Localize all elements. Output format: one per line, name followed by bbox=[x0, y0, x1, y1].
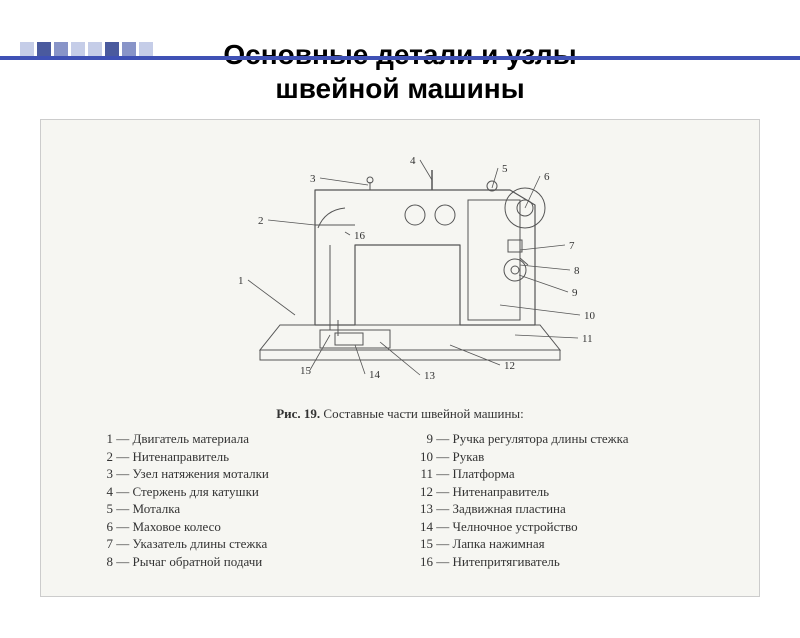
legend-item: 10 — Рукав bbox=[415, 448, 705, 466]
callout-number: 7 bbox=[569, 240, 575, 252]
callout-number: 5 bbox=[502, 163, 508, 175]
legend-item: 1 — Двигатель материала bbox=[95, 430, 385, 448]
caption-text: Составные части швейной машины: bbox=[320, 406, 524, 421]
callout-number: 14 bbox=[369, 369, 381, 381]
legend-item: 2 — Нитенаправитель bbox=[95, 448, 385, 466]
figure-panel: 12345678910111213141516 Рис. 19. Составн… bbox=[40, 119, 760, 597]
figure-caption: Рис. 19. Составные части швейной машины: bbox=[55, 406, 745, 422]
callout-number: 16 bbox=[354, 230, 366, 242]
diagram-container: 12345678910111213141516 bbox=[55, 130, 745, 400]
border-squares bbox=[20, 42, 153, 56]
callout-number: 8 bbox=[574, 265, 580, 277]
legend: 1 — Двигатель материала2 — Нитенаправите… bbox=[55, 430, 745, 570]
legend-item: 13 — Задвижная пластина bbox=[415, 500, 705, 518]
caption-prefix: Рис. 19. bbox=[276, 406, 320, 421]
slide-border-decoration bbox=[0, 38, 800, 68]
title-line-2: швейной машины bbox=[275, 73, 524, 104]
legend-item: 7 — Указатель длины стежка bbox=[95, 535, 385, 553]
callout-number: 11 bbox=[582, 333, 593, 345]
legend-column-left: 1 — Двигатель материала2 — Нитенаправите… bbox=[95, 430, 385, 570]
callout-number: 12 bbox=[504, 360, 515, 372]
legend-item: 5 — Моталка bbox=[95, 500, 385, 518]
border-bar bbox=[0, 56, 800, 60]
legend-item: 9 — Ручка регулятора длины стежка bbox=[415, 430, 705, 448]
callout-number: 9 bbox=[572, 287, 578, 299]
legend-column-right: 9 — Ручка регулятора длины стежка10 — Ру… bbox=[415, 430, 705, 570]
legend-item: 16 — Нитепритягиватель bbox=[415, 553, 705, 571]
callout-number: 6 bbox=[544, 171, 550, 183]
callout-number: 10 bbox=[584, 310, 596, 322]
legend-item: 6 — Маховое колесо bbox=[95, 518, 385, 536]
legend-item: 11 — Платформа bbox=[415, 465, 705, 483]
callout-number: 1 bbox=[238, 275, 244, 287]
legend-item: 8 — Рычаг обратной подачи bbox=[95, 553, 385, 571]
callout-number: 15 bbox=[300, 365, 312, 377]
legend-item: 15 — Лапка нажимная bbox=[415, 535, 705, 553]
callout-number: 3 bbox=[310, 173, 316, 185]
callout-number: 2 bbox=[258, 215, 264, 227]
callout-number: 13 bbox=[424, 370, 436, 382]
legend-item: 3 — Узел натяжения моталки bbox=[95, 465, 385, 483]
legend-item: 4 — Стержень для катушки bbox=[95, 483, 385, 501]
legend-item: 14 — Челночное устройство bbox=[415, 518, 705, 536]
legend-item: 12 — Нитенаправитель bbox=[415, 483, 705, 501]
callout-number: 4 bbox=[410, 155, 416, 167]
sewing-machine-diagram: 12345678910111213141516 bbox=[120, 130, 680, 390]
